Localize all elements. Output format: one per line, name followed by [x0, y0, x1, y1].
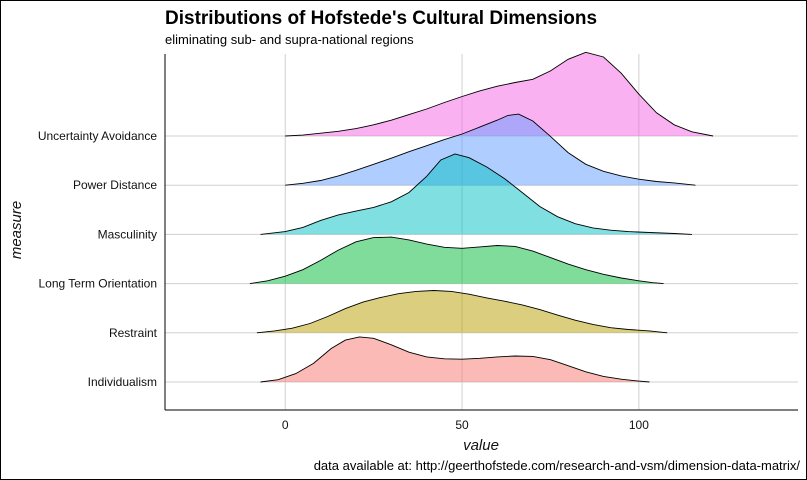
ridge-outline	[285, 51, 714, 137]
ridge-area	[256, 290, 668, 333]
x-tick-label: 50	[455, 418, 469, 432]
y-tick-label: Restraint	[109, 326, 158, 340]
chart-caption: data available at: http://geerthofstede.…	[314, 458, 801, 473]
ridge-area	[249, 237, 664, 284]
chart-subtitle: eliminating sub- and supra-national regi…	[165, 32, 414, 47]
y-tick-label: Power Distance	[73, 178, 157, 192]
chart-title: Distributions of Hofstede's Cultural Dim…	[165, 8, 597, 29]
ridge-outline	[260, 336, 650, 383]
y-tick-label: Masculinity	[98, 227, 157, 241]
ridge-outline	[256, 290, 668, 334]
axes	[164, 54, 798, 411]
ridge-outline	[249, 236, 664, 285]
x-tick-labels: 0 50 100	[282, 418, 649, 432]
density-ridges	[249, 51, 714, 383]
ridge-outline	[260, 153, 692, 235]
ridge-area	[260, 154, 692, 235]
y-tick-labels: Individualism Restraint Long Term Orientat…	[38, 129, 158, 389]
y-axis-label: measure	[8, 201, 25, 259]
y-tick-label: Uncertainty Avoidance	[38, 129, 158, 143]
x-tick-label: 100	[629, 418, 649, 432]
ridge-area	[285, 52, 714, 136]
y-tick-label: Long Term Orientation	[38, 277, 157, 291]
x-tick-label: 0	[282, 418, 289, 432]
ridge-outline	[285, 113, 696, 186]
y-tick-label: Individualism	[88, 375, 157, 389]
x-axis-label: value	[463, 437, 499, 454]
